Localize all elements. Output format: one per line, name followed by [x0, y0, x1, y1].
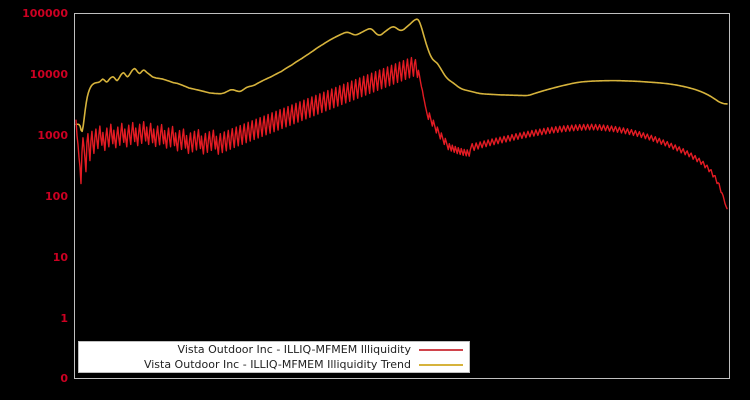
- plot-border: [74, 13, 730, 379]
- y-axis-tick-1: 1: [60, 312, 68, 325]
- y-axis-tick-10: 10: [52, 251, 68, 264]
- legend-swatch-illiquidity-trend: [419, 363, 463, 366]
- series-line-illiquidity: [75, 56, 728, 210]
- legend-entry-illiquidity: Vista Outdoor Inc - ILLIQ-MFMEM Illiquid…: [79, 342, 469, 357]
- y-axis-tick-100000: 100000: [22, 7, 68, 20]
- series-line-illiquidity-trend: [75, 18, 728, 133]
- chart-legend: Vista Outdoor Inc - ILLIQ-MFMEM Illiquid…: [78, 341, 470, 373]
- y-axis-tick-0: 0: [60, 372, 68, 385]
- y-axis-tick-10000: 10000: [29, 68, 68, 81]
- y-axis-tick-1000: 1000: [37, 129, 68, 142]
- y-axis-tick-100: 100: [45, 190, 68, 203]
- legend-label-illiquidity: Vista Outdoor Inc - ILLIQ-MFMEM Illiquid…: [177, 343, 411, 356]
- legend-swatch-illiquidity: [419, 348, 463, 351]
- legend-entry-illiquidity-trend: Vista Outdoor Inc - ILLIQ-MFMEM Illiquid…: [79, 357, 469, 372]
- legend-label-illiquidity-trend: Vista Outdoor Inc - ILLIQ-MFMEM Illiquid…: [143, 358, 411, 371]
